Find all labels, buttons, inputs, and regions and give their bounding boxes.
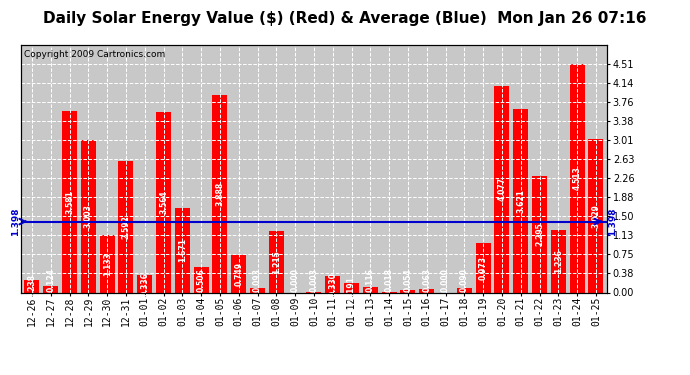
Text: 2.592: 2.592 — [121, 215, 130, 238]
Bar — [250, 288, 265, 292]
Bar — [119, 161, 133, 292]
Text: 4.513: 4.513 — [573, 166, 582, 190]
Bar — [475, 243, 491, 292]
Bar — [156, 112, 171, 292]
Text: 0.336: 0.336 — [140, 272, 149, 296]
Bar — [420, 289, 434, 292]
Bar — [81, 140, 96, 292]
Text: 1.215: 1.215 — [272, 250, 281, 274]
Bar — [62, 111, 77, 292]
Text: 0.054: 0.054 — [404, 268, 413, 292]
Text: 3.888: 3.888 — [215, 182, 224, 206]
Text: 0.093: 0.093 — [253, 268, 262, 292]
Bar — [194, 267, 208, 292]
Bar — [495, 86, 509, 292]
Text: 1.671: 1.671 — [178, 238, 187, 262]
Text: 4.077: 4.077 — [497, 177, 506, 201]
Text: 0.000: 0.000 — [441, 268, 450, 292]
Text: 0.063: 0.063 — [422, 268, 431, 292]
Bar — [532, 176, 547, 292]
Text: 3.564: 3.564 — [159, 190, 168, 214]
Text: 3.621: 3.621 — [516, 189, 525, 213]
Text: 0.238: 0.238 — [28, 274, 37, 298]
Text: Copyright 2009 Cartronics.com: Copyright 2009 Cartronics.com — [23, 50, 165, 59]
Bar — [400, 290, 415, 292]
Text: 0.191: 0.191 — [347, 276, 356, 300]
Bar — [570, 64, 584, 292]
Bar — [513, 109, 529, 292]
Text: 0.330: 0.330 — [328, 272, 337, 296]
Text: 0.506: 0.506 — [197, 268, 206, 291]
Text: 0.973: 0.973 — [479, 256, 488, 280]
Bar — [24, 280, 39, 292]
Bar — [231, 255, 246, 292]
Text: 0.018: 0.018 — [384, 268, 393, 292]
Text: 1.398: 1.398 — [11, 207, 20, 236]
Bar — [43, 286, 58, 292]
Text: 0.000: 0.000 — [290, 268, 299, 292]
Text: 3.003: 3.003 — [84, 204, 93, 228]
Text: 0.003: 0.003 — [309, 268, 319, 292]
Bar — [213, 95, 228, 292]
Bar — [344, 283, 359, 292]
Text: 0.749: 0.749 — [235, 261, 244, 285]
Bar — [363, 286, 378, 292]
Text: 0.124: 0.124 — [46, 268, 55, 292]
Bar — [325, 276, 340, 292]
Text: 3.029: 3.029 — [591, 204, 600, 228]
Bar — [457, 288, 472, 292]
Text: 0.116: 0.116 — [366, 268, 375, 292]
Bar — [269, 231, 284, 292]
Bar — [589, 139, 604, 292]
Bar — [175, 208, 190, 292]
Text: 1.398: 1.398 — [609, 207, 618, 236]
Text: 1.133: 1.133 — [103, 252, 112, 276]
Bar — [551, 230, 566, 292]
Text: 0.090: 0.090 — [460, 268, 469, 292]
Text: 2.295: 2.295 — [535, 222, 544, 246]
Bar — [137, 276, 152, 292]
Text: Daily Solar Energy Value ($) (Red) & Average (Blue)  Mon Jan 26 07:16: Daily Solar Energy Value ($) (Red) & Ave… — [43, 11, 647, 26]
Text: 1.236: 1.236 — [554, 249, 563, 273]
Text: 3.581: 3.581 — [65, 190, 74, 214]
Bar — [99, 235, 115, 292]
